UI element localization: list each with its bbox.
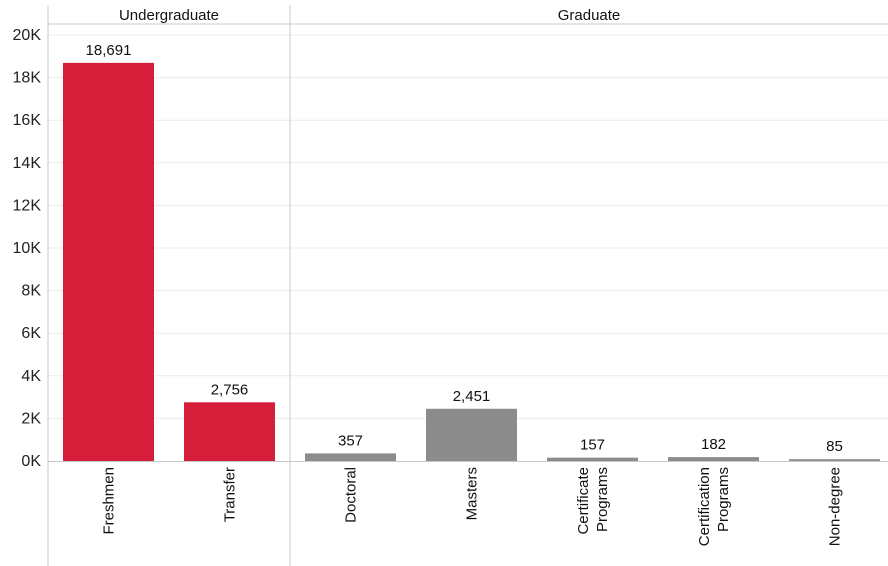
data-label: 182 (701, 436, 726, 453)
y-tick-label: 16K (13, 112, 42, 129)
y-tick-label: 14K (13, 155, 42, 172)
y-tick-label: 10K (13, 240, 42, 257)
category-label: Transfer (222, 467, 239, 522)
data-label: 2,451 (453, 388, 491, 405)
chart-frame (47, 5, 888, 566)
category-labels: Freshmen Transfer Doctoral Masters Certifica… (101, 467, 844, 546)
y-tick-label: 12K (13, 197, 42, 214)
bar (63, 62, 154, 461)
y-tick-label: 4K (21, 368, 41, 385)
category-label: Programs (715, 467, 732, 532)
category-label: Certificate (575, 467, 592, 535)
data-label: 2,756 (211, 381, 249, 398)
bar (668, 457, 759, 461)
group-headers: Undergraduate Graduate (119, 7, 620, 24)
bar (184, 402, 275, 461)
y-tick-label: 2K (21, 410, 41, 427)
data-label: 85 (826, 438, 843, 455)
category-label: Freshmen (101, 467, 118, 535)
bar (305, 453, 396, 461)
category-label: Programs (594, 467, 611, 532)
category-label: Masters (464, 467, 481, 520)
grid-lines (48, 34, 888, 419)
group-header: Graduate (558, 7, 621, 24)
category-label: Non-degree (827, 467, 844, 546)
y-tick-label: 20K (13, 27, 42, 44)
bar (547, 457, 638, 461)
value-labels: 18,691 2,756 357 2,451 157 182 85 (86, 42, 843, 455)
bars (63, 62, 880, 461)
group-header: Undergraduate (119, 7, 219, 24)
y-tick-label: 6K (21, 325, 41, 342)
bar (789, 459, 880, 461)
data-label: 357 (338, 432, 363, 449)
bar (426, 408, 517, 461)
y-axis-ticks: 0K 2K 4K 6K 8K 10K 12K 14K 16K 18K 20K (13, 27, 42, 470)
category-label: Certification (696, 467, 713, 546)
y-tick-label: 8K (21, 283, 41, 300)
y-tick-label: 18K (13, 70, 42, 87)
category-label: Doctoral (343, 467, 360, 523)
data-label: 18,691 (86, 42, 132, 59)
data-label: 157 (580, 437, 605, 454)
y-tick-label: 0K (21, 453, 41, 470)
